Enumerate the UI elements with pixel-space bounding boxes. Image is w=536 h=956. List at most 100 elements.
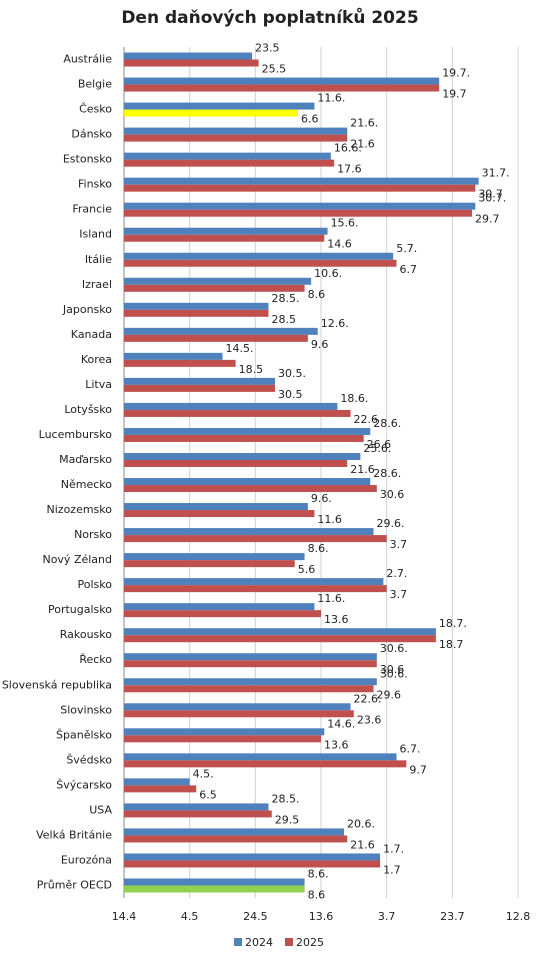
y-tick-label: Řecko [79,653,112,666]
y-tick-label: Finsko [78,178,112,191]
y-tick-label: Dánsko [71,128,112,141]
bar [124,327,318,335]
bar [124,302,269,310]
bar [124,835,348,843]
legend-label: 2025 [296,936,324,949]
value-label: 13.6 [324,738,349,751]
x-tick-label: 3.7 [378,910,396,923]
legend-label: 2024 [245,936,273,949]
y-tick-label: Lucembursko [39,428,113,441]
value-label: 28.5. [271,292,299,305]
x-tick-label: 24.5 [243,910,268,923]
bar [124,102,315,110]
bar [124,334,308,342]
value-label: 29.6 [377,688,402,701]
bar [124,810,272,818]
bar [124,402,338,410]
bar [124,653,377,661]
value-label: 25.6. [363,442,391,455]
value-label: 31.7. [482,167,510,180]
y-tick-label: Francie [72,203,112,216]
y-tick-label: Island [79,228,112,241]
bar [124,760,407,768]
bar [124,628,436,636]
value-label: 29.7 [475,213,500,226]
value-label: 9.7 [409,763,427,776]
bar [124,427,371,435]
value-label: 12.6. [321,317,349,330]
value-label: 30.6. [380,667,408,680]
value-label: 6.5 [199,788,217,801]
bar [124,84,440,92]
value-label: 25.5 [262,63,287,76]
value-label: 30.7. [478,192,506,205]
bar [124,77,440,85]
value-label: 18.7. [439,617,467,630]
bar [124,127,348,135]
bar [124,535,387,543]
bar [124,485,377,493]
value-label: 2.7. [386,567,407,580]
bar [124,585,387,593]
value-label: 21.6 [350,138,375,151]
bar [124,778,190,786]
value-label: 19.7 [442,88,467,101]
y-tick-label: Belgie [78,78,112,91]
value-label: 14.6 [327,238,352,251]
x-tick-label: 12.8 [506,910,531,923]
bar [124,753,397,761]
value-label: 11.6. [317,92,345,105]
y-tick-label: Austrálie [63,53,112,66]
bar [124,803,269,811]
bar [124,59,259,67]
value-label: 15.6. [331,217,359,230]
value-label: 21.6 [350,463,375,476]
chart-title: Den daňových poplatníků 2025 [121,6,418,28]
y-tick-label: Kanada [71,328,112,341]
y-tick-label: Slovinsko [60,703,112,716]
bar [124,459,348,467]
bar [124,452,361,460]
bar [124,853,381,861]
bar [124,603,315,611]
value-label: 29.5 [275,813,300,826]
value-label: 26.6 [367,438,392,451]
value-label: 5.6 [298,563,316,576]
bar [124,227,328,235]
value-label: 1.7 [383,863,401,876]
bar [124,309,269,317]
x-tick-label: 23.7 [440,910,465,923]
bar [124,578,384,586]
bar [124,478,371,486]
value-label: 29.6. [377,517,405,530]
bar [124,159,335,167]
bar [124,885,305,893]
value-label: 8.6. [308,867,329,880]
bar [124,510,315,518]
value-label: 14.5. [226,342,254,355]
value-label: 9.6. [311,492,332,505]
y-tick-label: Maďarsko [59,453,112,466]
bar [124,878,305,886]
y-tick-label: Polsko [78,578,113,591]
y-tick-label: Švédsko [66,753,112,766]
bar [124,703,351,711]
bar [124,134,348,142]
value-label: 11.6 [317,513,342,526]
bar [124,409,351,417]
value-label: 8.6 [308,888,326,901]
bar [124,52,253,60]
value-label: 5.7. [396,242,417,255]
bar [124,234,325,242]
y-tick-label: Itálie [85,253,112,266]
value-label: 18.7 [439,638,464,651]
bar [124,635,436,643]
value-label: 22.6 [354,413,379,426]
y-tick-label: Litva [85,378,112,391]
value-label: 13.6 [324,613,349,626]
value-label: 18.6. [340,392,368,405]
value-label: 28.5. [271,792,299,805]
bar [124,610,321,618]
value-label: 30.6. [380,642,408,655]
value-label: 17.6 [337,163,362,176]
